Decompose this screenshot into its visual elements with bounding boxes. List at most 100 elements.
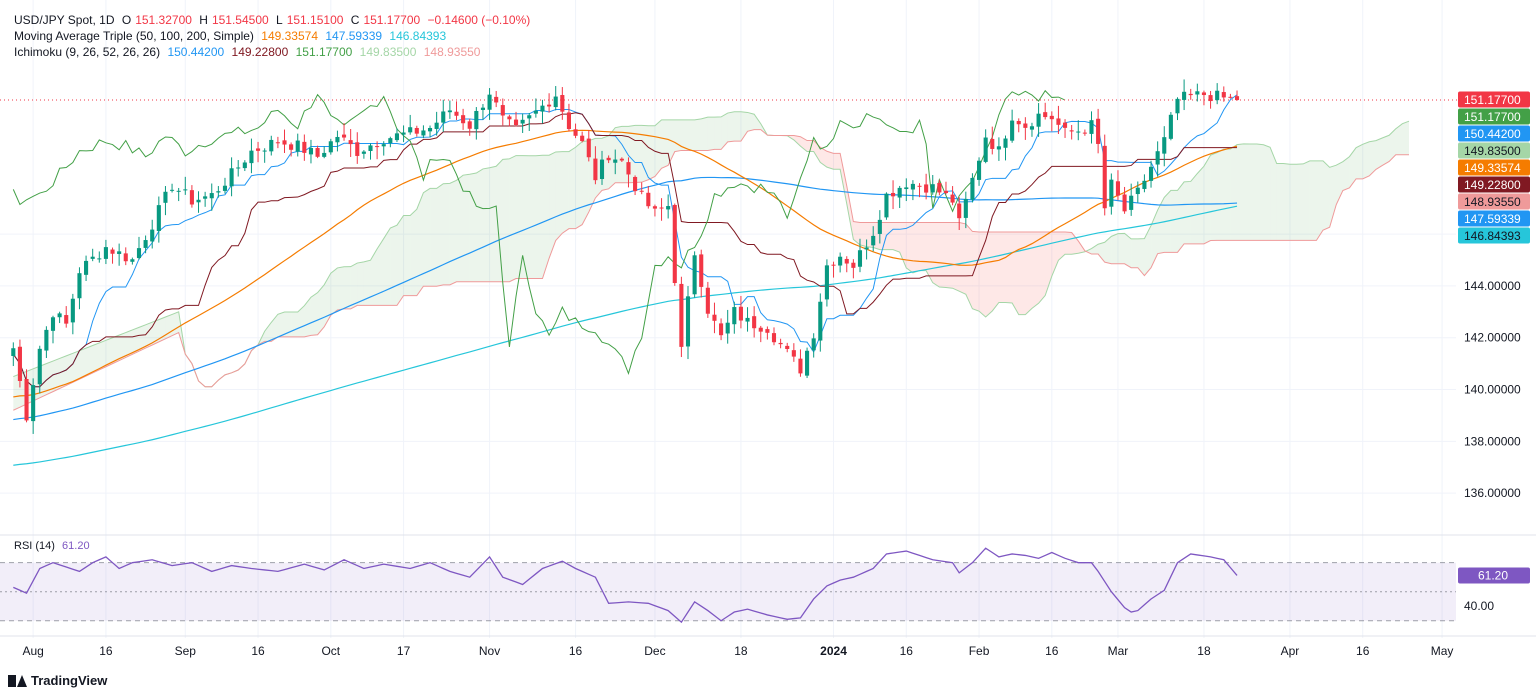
candle[interactable] xyxy=(308,139,314,164)
candle[interactable] xyxy=(672,203,677,286)
candle[interactable] xyxy=(1201,90,1207,106)
candle[interactable] xyxy=(381,141,386,156)
candle[interactable] xyxy=(547,93,552,113)
candle[interactable] xyxy=(1109,173,1114,215)
candle[interactable] xyxy=(1168,112,1173,141)
candle[interactable] xyxy=(24,369,29,423)
candle[interactable] xyxy=(791,343,796,362)
candle[interactable] xyxy=(976,157,982,186)
candle[interactable] xyxy=(818,293,823,352)
candle[interactable] xyxy=(461,108,466,130)
candle[interactable] xyxy=(216,186,221,198)
candle[interactable] xyxy=(805,347,810,379)
candle[interactable] xyxy=(1062,119,1068,138)
candle[interactable] xyxy=(1003,135,1008,161)
candle[interactable] xyxy=(1234,90,1240,101)
candle[interactable] xyxy=(943,181,949,195)
candle[interactable] xyxy=(1122,186,1127,214)
candle[interactable] xyxy=(249,138,254,174)
candle[interactable] xyxy=(871,226,876,252)
candle[interactable] xyxy=(765,326,770,340)
candle[interactable] xyxy=(322,146,327,159)
candle[interactable] xyxy=(752,306,757,338)
candle[interactable] xyxy=(1142,174,1147,193)
candle[interactable] xyxy=(1162,126,1167,167)
candle[interactable] xyxy=(315,145,320,159)
candle[interactable] xyxy=(745,307,750,332)
candle[interactable] xyxy=(401,125,406,143)
candle[interactable] xyxy=(970,173,975,203)
candle[interactable] xyxy=(474,107,479,140)
candle[interactable] xyxy=(996,137,1001,161)
candle[interactable] xyxy=(408,114,413,135)
candle[interactable] xyxy=(335,130,340,152)
candle[interactable] xyxy=(573,123,578,139)
candle[interactable] xyxy=(414,125,419,137)
candle[interactable] xyxy=(1082,129,1087,136)
candle[interactable] xyxy=(394,128,400,143)
candle[interactable] xyxy=(355,132,360,164)
candle[interactable] xyxy=(156,196,161,243)
candle[interactable] xyxy=(209,183,214,211)
candle[interactable] xyxy=(64,306,69,328)
candle[interactable] xyxy=(236,160,241,177)
candle[interactable] xyxy=(84,255,89,282)
candle[interactable] xyxy=(70,293,75,335)
candle[interactable] xyxy=(659,198,664,221)
candle[interactable] xyxy=(666,194,671,219)
candle[interactable] xyxy=(646,185,651,209)
candle[interactable] xyxy=(560,87,565,120)
candle[interactable] xyxy=(1016,118,1021,133)
candle[interactable] xyxy=(811,333,816,358)
candle[interactable] xyxy=(586,130,591,162)
candle[interactable] xyxy=(725,309,730,344)
ma-label[interactable]: Moving Average Triple (50, 100, 200, Sim… xyxy=(14,29,254,43)
candle[interactable] xyxy=(1115,170,1121,201)
candle[interactable] xyxy=(90,248,95,262)
candle[interactable] xyxy=(778,338,783,349)
candle[interactable] xyxy=(857,238,863,273)
candle[interactable] xyxy=(639,182,644,195)
candle[interactable] xyxy=(348,129,353,157)
candle[interactable] xyxy=(189,185,194,208)
candle[interactable] xyxy=(487,88,492,120)
candle[interactable] xyxy=(1010,109,1015,143)
candle[interactable] xyxy=(1195,83,1200,102)
candle[interactable] xyxy=(454,101,459,121)
candle[interactable] xyxy=(904,178,909,202)
candle[interactable] xyxy=(434,111,439,136)
candle[interactable] xyxy=(719,318,724,341)
candle[interactable] xyxy=(1096,108,1101,154)
candle[interactable] xyxy=(500,98,505,126)
candle[interactable] xyxy=(110,247,115,264)
candle[interactable] xyxy=(732,301,737,334)
candle[interactable] xyxy=(540,99,545,124)
candle[interactable] xyxy=(924,173,929,200)
candle[interactable] xyxy=(652,204,657,217)
candle[interactable] xyxy=(1129,183,1134,216)
candle[interactable] xyxy=(580,131,585,143)
candle[interactable] xyxy=(679,276,684,358)
candle[interactable] xyxy=(937,179,942,196)
candle[interactable] xyxy=(963,191,968,229)
ichimoku-label[interactable]: Ichimoku (9, 26, 52, 26, 26) xyxy=(14,45,161,59)
candle[interactable] xyxy=(1228,93,1233,99)
candle[interactable] xyxy=(685,286,691,360)
candle[interactable] xyxy=(705,281,710,318)
candle[interactable] xyxy=(633,175,638,196)
candle[interactable] xyxy=(97,251,102,263)
candle[interactable] xyxy=(957,197,962,230)
candle[interactable] xyxy=(824,259,829,307)
candle[interactable] xyxy=(183,176,188,195)
candle[interactable] xyxy=(103,239,108,265)
candle[interactable] xyxy=(441,99,446,132)
candle[interactable] xyxy=(341,123,347,141)
candle[interactable] xyxy=(11,342,16,367)
candle[interactable] xyxy=(361,150,366,159)
candle[interactable] xyxy=(77,267,82,310)
candle[interactable] xyxy=(222,177,228,194)
candle[interactable] xyxy=(566,103,571,132)
candle[interactable] xyxy=(692,251,697,298)
candle[interactable] xyxy=(758,325,763,343)
